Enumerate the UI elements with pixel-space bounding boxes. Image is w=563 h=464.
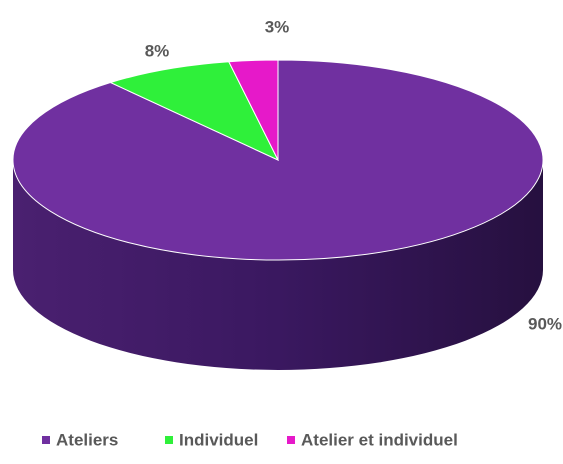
data-label: 90%: [528, 314, 562, 333]
legend-label: Individuel: [179, 430, 258, 449]
legend-label: Atelier et individuel: [301, 430, 458, 449]
data-label: 3%: [265, 17, 290, 36]
slice: [109, 61, 280, 162]
slice: [228, 59, 279, 161]
legend-label: Ateliers: [56, 430, 118, 449]
data-label: 8%: [145, 41, 170, 60]
legend-swatch: [42, 436, 50, 444]
legend-swatch: [287, 436, 295, 444]
legend-swatch: [165, 436, 173, 444]
slice-side: [13, 160, 543, 370]
